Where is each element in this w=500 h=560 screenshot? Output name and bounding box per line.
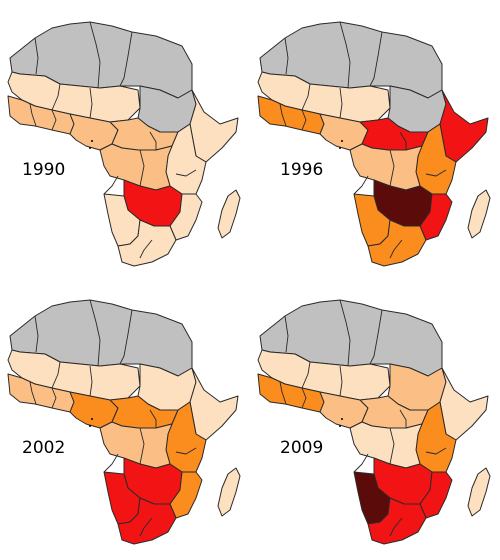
region-congo-2009 (349, 421, 423, 469)
region-southeast-africa-1990 (169, 193, 203, 241)
map-panel-1990 (7, 21, 241, 267)
region-congo-1996 (349, 143, 423, 191)
map-panel-2009 (257, 299, 491, 545)
region-south-africa-2002 (117, 497, 177, 545)
region-horn-of-africa-1990 (189, 89, 239, 163)
map-panel-2002 (7, 299, 241, 545)
year-label-1990: 1990 (22, 160, 65, 180)
region-southeast-africa-2009 (419, 471, 453, 519)
region-south-africa-2009 (367, 497, 427, 545)
region-madagascar-2002 (217, 467, 241, 517)
year-label-2009: 2009 (280, 438, 323, 458)
region-congo-1990 (99, 143, 173, 191)
map-panel-1996 (257, 21, 491, 267)
region-horn-of-africa-2009 (439, 367, 489, 441)
region-southeast-africa-2002 (169, 471, 203, 519)
region-horn-of-africa-2002 (189, 367, 239, 441)
region-madagascar-1990 (217, 189, 241, 239)
region-south-africa-1996 (367, 219, 427, 267)
region-congo-2002 (99, 421, 173, 469)
region-southeast-africa-1996 (419, 193, 453, 241)
region-horn-of-africa-1996 (439, 89, 489, 163)
year-label-1996: 1996 (280, 160, 323, 180)
year-label-2002: 2002 (22, 438, 65, 458)
region-madagascar-2009 (467, 467, 491, 517)
region-madagascar-1996 (467, 189, 491, 239)
region-south-africa-1990 (117, 219, 177, 267)
